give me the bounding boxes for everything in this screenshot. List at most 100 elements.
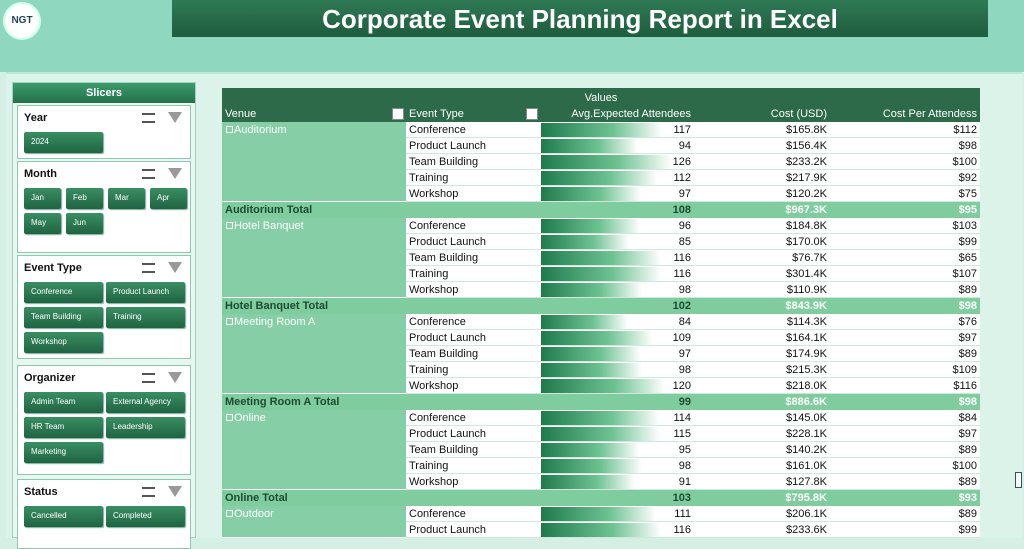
slicer-button[interactable]: Workshop xyxy=(24,332,103,353)
slicer-button-label: Workshop xyxy=(31,337,67,346)
slicer-button[interactable]: Leadership xyxy=(106,417,185,438)
slicer-button[interactable]: Apr xyxy=(150,188,187,209)
multi-select-icon[interactable] xyxy=(142,169,155,179)
attendees: 116 xyxy=(673,252,691,264)
clear-filter-icon[interactable] xyxy=(168,262,182,273)
event-type: Conference xyxy=(409,316,466,328)
slicer-button[interactable]: 2024 xyxy=(24,132,103,153)
cost: $301.4K xyxy=(786,268,827,280)
slicer-button[interactable]: Cancelled xyxy=(24,506,103,527)
data-bar xyxy=(541,347,642,361)
cost: $218.0K xyxy=(786,380,827,392)
slicer-button[interactable]: HR Team xyxy=(24,417,103,438)
row-line xyxy=(406,297,980,298)
slicer-button-label: Apr xyxy=(157,193,170,202)
total-label: Online Total xyxy=(225,492,288,504)
event-type: Team Building xyxy=(409,444,479,456)
attendees: 84 xyxy=(678,316,691,328)
cost: $206.1K xyxy=(786,508,827,520)
cost: $127.8K xyxy=(786,476,827,488)
multi-select-icon[interactable] xyxy=(142,263,155,273)
total-row xyxy=(222,490,980,506)
event-type: Conference xyxy=(409,220,466,232)
cost-per-attendee: $100 xyxy=(952,460,977,472)
attendees: 115 xyxy=(673,428,691,440)
attendees: 114 xyxy=(673,412,691,424)
slicer-button[interactable]: May xyxy=(24,213,61,234)
slicer-button[interactable]: Marketing xyxy=(24,442,103,463)
slicer-button[interactable]: Feb xyxy=(66,188,103,209)
row-line xyxy=(406,265,980,266)
slicer-button[interactable]: Mar xyxy=(108,188,145,209)
total-attendees: 103 xyxy=(672,492,691,504)
slicer: Month Jan Feb Mar Apr May Jun xyxy=(17,161,191,253)
slicer-button-label: Jun xyxy=(73,218,86,227)
title-box: Corporate Event Planning Report in Excel xyxy=(172,0,988,37)
collapse-icon[interactable] xyxy=(226,510,233,517)
event-type: Team Building xyxy=(409,252,479,264)
total-cost-per-attendee: $95 xyxy=(958,204,977,216)
slicer-button-label: 2024 xyxy=(31,137,49,146)
slicer-button[interactable]: External Agency xyxy=(106,392,185,413)
cost-per-attendee: $99 xyxy=(958,524,977,536)
event-type: Team Building xyxy=(409,348,479,360)
venue-label: Meeting Room A xyxy=(234,316,316,328)
venue-cell: Outdoor xyxy=(222,506,406,538)
filter-dropdown[interactable] xyxy=(526,108,538,120)
slicer-button-label: Cancelled xyxy=(31,511,67,520)
slicer-button[interactable]: Team Building xyxy=(24,307,103,328)
scroll-handle[interactable] xyxy=(1015,472,1022,488)
cost: $164.1K xyxy=(786,332,827,344)
cost: $145.0K xyxy=(786,412,827,424)
collapse-icon[interactable] xyxy=(226,126,233,133)
clear-filter-icon[interactable] xyxy=(168,372,182,383)
title: Corporate Event Planning Report in Excel xyxy=(322,4,838,34)
cost: $233.6K xyxy=(786,524,827,536)
slicer: Organizer Admin Team External Agency HR Tea… xyxy=(17,365,191,475)
clear-filter-icon[interactable] xyxy=(168,168,182,179)
cost: $161.0K xyxy=(786,460,827,472)
slicer-button[interactable]: Admin Team xyxy=(24,392,103,413)
slicer-button-label: HR Team xyxy=(31,422,65,431)
slicer-button[interactable]: Completed xyxy=(106,506,185,527)
data-bar xyxy=(541,235,629,249)
data-bar xyxy=(541,187,642,201)
venue-label: Auditorium xyxy=(234,124,287,136)
multi-select-icon[interactable] xyxy=(142,113,155,123)
slicer-button-label: Team Building xyxy=(31,312,82,321)
clear-filter-icon[interactable] xyxy=(168,486,182,497)
multi-select-icon[interactable] xyxy=(142,487,155,497)
data-bar xyxy=(541,427,660,441)
multi-select-icon[interactable] xyxy=(142,373,155,383)
slicer-button[interactable]: Training xyxy=(106,307,185,328)
row-line xyxy=(406,377,980,378)
slicer-title: Month xyxy=(24,168,57,180)
total-label: Meeting Room A Total xyxy=(225,396,340,408)
attendees: 109 xyxy=(672,332,691,344)
slicer-button[interactable]: Product Launch xyxy=(106,282,185,303)
slicer-button[interactable]: Jan xyxy=(24,188,61,209)
row-line xyxy=(406,521,980,522)
cost-per-attendee: $107 xyxy=(952,268,977,280)
clear-filter-icon[interactable] xyxy=(168,112,182,123)
total-cost: $843.9K xyxy=(785,300,827,312)
total-cost: $886.6K xyxy=(785,396,827,408)
cost: $165.8K xyxy=(786,124,827,136)
logo-text: NGT xyxy=(11,15,33,26)
slicer-button[interactable]: Conference xyxy=(24,282,103,303)
slicer-button-label: Feb xyxy=(73,193,87,202)
data-bar xyxy=(541,123,662,137)
collapse-icon[interactable] xyxy=(226,222,233,229)
slicer-title: Organizer xyxy=(24,372,76,384)
venue-label: Outdoor xyxy=(234,508,274,520)
attendees: 98 xyxy=(678,364,691,376)
collapse-icon[interactable] xyxy=(226,318,233,325)
venue-cell: Online xyxy=(222,410,406,490)
row-line xyxy=(406,425,980,426)
slicer-button[interactable]: Jun xyxy=(66,213,103,234)
column-header: Cost Per Attendess xyxy=(882,108,977,120)
filter-dropdown[interactable] xyxy=(392,108,404,120)
slicer-title: Year xyxy=(24,112,48,124)
cost: $120.2K xyxy=(786,188,827,200)
collapse-icon[interactable] xyxy=(226,414,233,421)
